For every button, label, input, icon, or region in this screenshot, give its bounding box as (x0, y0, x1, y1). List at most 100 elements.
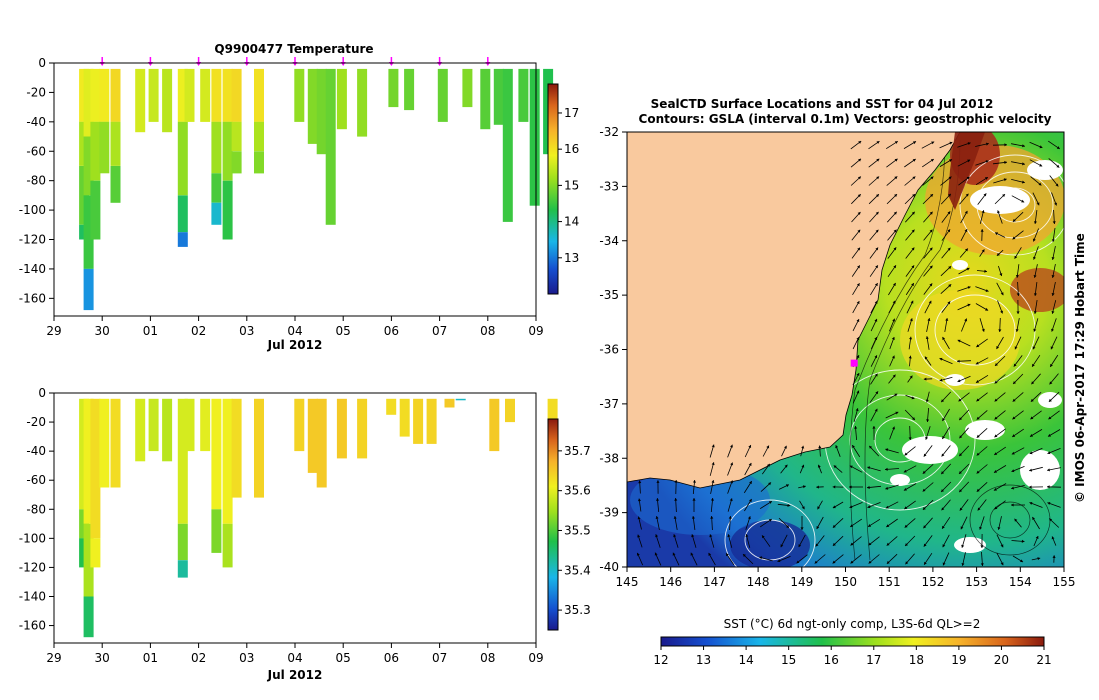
salinity-profile-segment (222, 398, 233, 524)
velocity-vector-head (885, 505, 889, 509)
geostrophic-velocity-vectors (636, 140, 1062, 567)
velocity-vector-head (749, 481, 752, 485)
latitude-axis: -32 -33 -34 -35 -36 -37 -38 -39 -40 (599, 125, 627, 574)
velocity-vector-head (854, 426, 858, 429)
salinity-x-tick-label: 05 (336, 651, 351, 665)
velocity-vector-head (710, 498, 714, 501)
velocity-vector-head (1029, 485, 1032, 489)
velocity-vector-head (1033, 328, 1037, 332)
velocity-vector-head (924, 356, 928, 360)
velocity-vector-head (1051, 310, 1055, 314)
sst-colorbar-tick-label: 15 (781, 653, 796, 667)
velocity-vector-head (925, 436, 929, 440)
temperature-y-tick-label: -100 (19, 203, 46, 217)
longitude-axis: 145 146 147 148 149 150 151 152 153 154 155 (616, 567, 1075, 589)
velocity-vector-head (996, 252, 1000, 256)
velocity-vector-head (857, 247, 860, 251)
velocity-vector-head (959, 507, 963, 511)
velocity-vector-head (966, 176, 970, 180)
temperature-profile-segment (83, 68, 94, 137)
velocity-vector-head (1014, 518, 1018, 522)
velocity-vector-head (1022, 180, 1025, 184)
velocity-vector-head (816, 526, 820, 529)
temperature-panel-title: Q9900477 Temperature (214, 42, 373, 56)
salinity-y-tick-label: -120 (19, 560, 46, 574)
velocity-vector-head (874, 408, 878, 412)
velocity-vector-head (964, 318, 968, 322)
velocity-vector-head (856, 337, 860, 341)
temperature-profile-segment (231, 68, 242, 122)
velocity-vector-head (976, 452, 980, 456)
velocity-vector-head (1052, 555, 1056, 558)
cold-water-bass-strait (730, 520, 810, 567)
velocity-vector-head (994, 452, 998, 455)
temperature-panel: Q9900477 Temperature 0 -20 -40 -60 -80 -100 -1… (19, 42, 580, 352)
velocity-vector-head (922, 506, 926, 510)
velocity-vector-head (892, 318, 895, 322)
sst-colorbar-ticks: 12 13 14 15 16 17 18 19 20 21 (653, 646, 1052, 667)
velocity-vector-head (930, 194, 933, 197)
velocity-vector-head (891, 337, 895, 340)
velocity-vector-head (967, 159, 971, 163)
velocity-vector-head (994, 416, 998, 420)
velocity-vector-head (856, 301, 860, 305)
velocity-vector-head (929, 229, 933, 233)
velocity-vector-head (1000, 310, 1003, 314)
velocity-vector-head (1056, 146, 1060, 149)
velocity-vector-head (996, 346, 1000, 349)
velocity-vector-head (909, 318, 913, 322)
salinity-colorbar-tick-label: 35.4 (564, 563, 591, 577)
salinity-y-tick-label: -100 (19, 531, 46, 545)
velocity-vector-head (929, 211, 933, 215)
velocity-vector-head (967, 286, 971, 289)
velocity-vector-head (942, 544, 946, 548)
velocity-vector-head (941, 489, 944, 492)
velocity-vector-head (999, 273, 1003, 276)
velocity-vector-head (692, 498, 696, 501)
salinity-panel: 0 -20 -40 -60 -80 -100 -120 -140 -160 29 30 01 02 03… (19, 386, 591, 682)
longitude-tick-label: 154 (1009, 575, 1032, 589)
velocity-vector-head (975, 361, 979, 365)
velocity-vector-head (908, 355, 912, 359)
velocity-vector-head (730, 480, 733, 484)
velocity-vector-head (708, 552, 712, 556)
velocity-vector-head (876, 141, 880, 144)
velocity-vector-head (949, 141, 953, 145)
velocity-vector-head (856, 373, 860, 376)
velocity-vector-head (856, 390, 860, 394)
velocity-vector-head (1031, 381, 1035, 385)
velocity-vector-head (981, 210, 985, 214)
velocity-vector-head (867, 466, 871, 470)
velocity-vector-head (942, 337, 946, 340)
velocity-vector-head (784, 445, 787, 449)
velocity-vector-head (965, 248, 968, 252)
temperature-profile-segment (200, 68, 211, 122)
velocity-vector-head (948, 176, 952, 180)
velocity-vector-head (749, 499, 752, 502)
sst-colorbar-tick-label: 13 (696, 653, 711, 667)
velocity-vector-head (872, 426, 876, 429)
salinity-colorbar-tick-label: 35.7 (564, 444, 591, 458)
velocity-vector-head (922, 470, 926, 474)
velocity-vector-head (909, 375, 913, 379)
velocity-vector-head (903, 469, 907, 473)
velocity-vector-head (941, 507, 945, 511)
salinity-y-tick-label: -60 (26, 473, 46, 487)
salinity-colorbar (547, 418, 559, 631)
velocity-vector-head (857, 176, 861, 180)
velocity-vector-head (976, 398, 980, 402)
velocity-vector-head (1051, 257, 1055, 260)
velocity-vector-head (1039, 145, 1043, 149)
longitude-tick-label: 146 (659, 575, 682, 589)
velocity-vector-head (905, 543, 908, 546)
salinity-profile-segment (184, 398, 195, 452)
temperature-profile-segment (110, 68, 121, 122)
velocity-vector-head (1013, 363, 1017, 367)
salinity-profile-segment (505, 398, 515, 423)
temperature-x-tick-label: 03 (239, 324, 254, 338)
velocity-vector-head (1051, 536, 1055, 540)
velocity-vector-head (959, 453, 963, 457)
velocity-vector-head (939, 357, 943, 361)
velocity-vector-head (977, 507, 981, 511)
